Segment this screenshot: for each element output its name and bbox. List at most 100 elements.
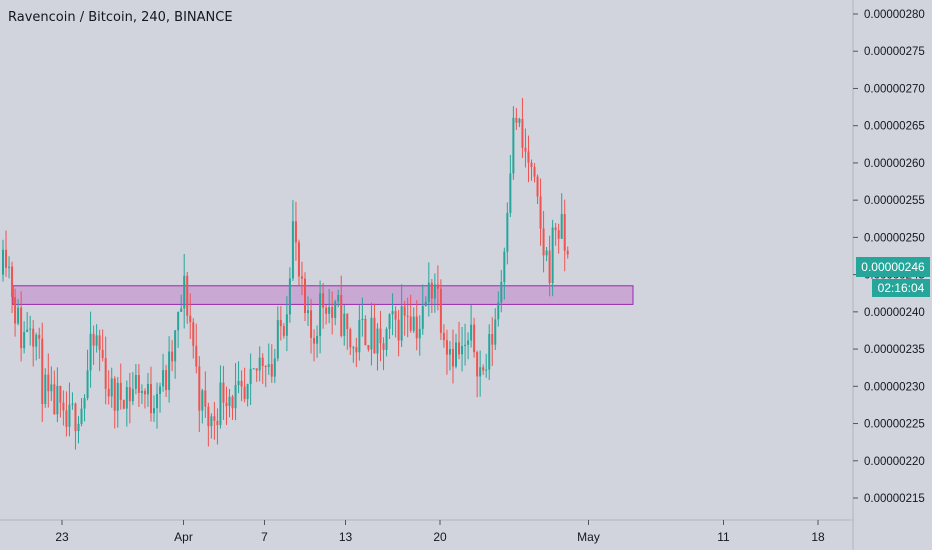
candle-body bbox=[80, 408, 83, 424]
candle bbox=[473, 317, 476, 358]
candle bbox=[406, 297, 409, 338]
candle-body bbox=[521, 118, 524, 148]
candle bbox=[494, 308, 497, 350]
candle-body bbox=[313, 337, 316, 344]
candle-body bbox=[403, 306, 406, 316]
candle bbox=[439, 279, 442, 341]
candle-body bbox=[500, 282, 503, 303]
candle bbox=[448, 341, 451, 371]
bar-countdown-badge: 02:16:04 bbox=[872, 279, 930, 297]
candle bbox=[225, 386, 228, 425]
candle bbox=[316, 325, 319, 358]
candle-body bbox=[340, 294, 343, 336]
candle bbox=[458, 321, 461, 360]
candle-body bbox=[29, 328, 32, 330]
candle bbox=[192, 318, 195, 359]
candle bbox=[346, 313, 349, 350]
candle-body bbox=[104, 358, 107, 389]
candle-body bbox=[557, 230, 560, 239]
y-tick-label: 0.00000260 bbox=[864, 158, 925, 170]
candle-body bbox=[159, 386, 162, 394]
candle bbox=[86, 349, 89, 401]
candle bbox=[107, 370, 110, 405]
candle-body bbox=[285, 314, 288, 336]
candle bbox=[548, 235, 551, 297]
candle-body bbox=[23, 331, 26, 349]
candle bbox=[436, 265, 439, 311]
candle bbox=[464, 323, 467, 366]
candle bbox=[119, 363, 122, 410]
candle-body bbox=[11, 266, 14, 298]
candle-body bbox=[71, 403, 74, 405]
x-tick-label: May bbox=[577, 530, 600, 544]
candle bbox=[361, 297, 364, 337]
candle-body bbox=[379, 328, 382, 344]
candle-body bbox=[192, 322, 195, 346]
candle bbox=[38, 327, 41, 359]
candle-body bbox=[198, 366, 201, 411]
candle bbox=[442, 324, 445, 348]
candle-body bbox=[364, 318, 367, 346]
candle-body bbox=[210, 416, 213, 427]
candle-body bbox=[424, 301, 427, 307]
candle bbox=[421, 284, 424, 335]
y-tick-label: 0.00000230 bbox=[864, 381, 925, 393]
candle-body bbox=[346, 313, 349, 330]
candle-body bbox=[74, 403, 77, 432]
candle-body bbox=[237, 380, 240, 385]
candle bbox=[273, 349, 276, 384]
candle-body bbox=[171, 351, 174, 362]
candle-body bbox=[68, 404, 71, 427]
candle bbox=[294, 201, 297, 261]
candle bbox=[300, 261, 303, 296]
candle-body bbox=[418, 328, 421, 339]
candle-body bbox=[216, 420, 219, 426]
candle bbox=[137, 363, 140, 407]
candle-body bbox=[488, 334, 491, 370]
candle-body bbox=[412, 316, 415, 331]
candle-body bbox=[113, 378, 116, 411]
candle bbox=[279, 306, 282, 341]
candle-body bbox=[255, 368, 258, 371]
candle bbox=[461, 326, 464, 372]
candle-body bbox=[409, 316, 412, 331]
candle-body bbox=[467, 340, 470, 345]
candle-body bbox=[92, 333, 95, 346]
candle bbox=[5, 230, 8, 277]
candle-body bbox=[8, 266, 11, 268]
candle bbox=[80, 398, 83, 427]
candle bbox=[29, 315, 32, 346]
y-tick-label: 0.00000265 bbox=[864, 121, 925, 133]
candle bbox=[445, 329, 448, 375]
candle bbox=[276, 306, 279, 362]
candle-body bbox=[107, 388, 110, 397]
x-tick-label: 11 bbox=[717, 530, 730, 544]
candle-body bbox=[503, 251, 506, 283]
candle bbox=[59, 385, 62, 418]
candle bbox=[328, 288, 331, 324]
candle-body bbox=[334, 301, 337, 318]
candle-body bbox=[325, 307, 328, 314]
candle-body bbox=[563, 214, 566, 251]
candle bbox=[319, 280, 322, 354]
y-tick-label: 0.00000220 bbox=[864, 456, 925, 468]
candle-body bbox=[319, 293, 322, 336]
candle-body bbox=[548, 250, 551, 283]
candle bbox=[500, 270, 503, 313]
candle-body bbox=[470, 324, 473, 341]
candle bbox=[98, 329, 101, 372]
candle bbox=[264, 365, 267, 388]
candle-body bbox=[264, 366, 267, 368]
candle bbox=[77, 416, 80, 444]
candle-body bbox=[177, 311, 180, 331]
candle-body bbox=[252, 368, 255, 370]
candle bbox=[388, 313, 391, 340]
y-tick-label: 0.00000250 bbox=[864, 232, 925, 244]
candle bbox=[379, 311, 382, 362]
candle-body bbox=[2, 249, 4, 275]
candle bbox=[288, 267, 291, 323]
candle-body bbox=[451, 348, 454, 367]
candle bbox=[424, 296, 427, 307]
candle-body bbox=[536, 176, 539, 197]
candle bbox=[476, 350, 479, 398]
